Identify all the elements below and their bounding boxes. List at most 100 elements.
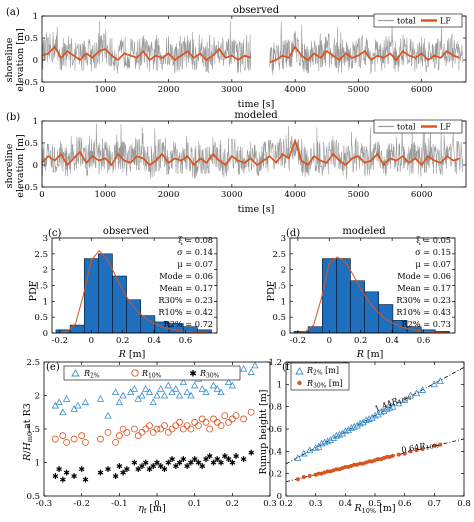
panel-e-r2-point-21 xyxy=(160,391,169,399)
panel-f-r2-point-9 xyxy=(329,434,338,441)
panel-d-xlabel: R [m] xyxy=(356,349,384,360)
panel-e-r10-point-35 xyxy=(217,422,225,430)
panel-e-r30-point-13: ✱ xyxy=(131,459,138,468)
panel-e-r30-point-8: ✱ xyxy=(105,465,112,474)
panel-f-xtick-label-5: 0.7 xyxy=(428,499,442,509)
panel-e-r2-point-24 xyxy=(172,384,180,392)
panel-f-legend-r30-marker xyxy=(297,380,302,386)
panel-b-label: (b) xyxy=(6,112,20,123)
panel-e-r30-point-3: ✱ xyxy=(63,469,70,478)
panel-b-axes-box xyxy=(41,120,467,188)
panel-c-ytick-label-5: 2.5 xyxy=(34,250,48,260)
panel-e-r30-point-41: ✱ xyxy=(240,455,247,464)
panel-a-legend-box xyxy=(373,13,463,28)
panel-e-r30-point-2: ✱ xyxy=(59,475,66,484)
panel-e-r2-point-16 xyxy=(142,384,150,392)
panel-f-r2-point-12 xyxy=(338,429,347,437)
panel-c-label: (c) xyxy=(48,228,62,239)
panel-f-r2-point-34 xyxy=(418,386,427,393)
panel-f-ytick-label-5: 1 xyxy=(277,380,282,390)
panel-e-r10-point-1 xyxy=(59,432,67,440)
panel-c-bar-6 xyxy=(140,315,156,334)
panel-e-r10-point-21 xyxy=(164,428,172,436)
panel-f-r30-point-16 xyxy=(352,462,357,467)
panel-e-r2-point-28 xyxy=(187,391,195,399)
panel-e-r10-point-32 xyxy=(206,425,214,433)
panel-e-legend-r10-marker xyxy=(131,369,139,377)
panel-f-r2-point-1 xyxy=(300,449,308,457)
panel-b-ytick-label-3: 1 xyxy=(33,117,38,127)
panel-f-r2-point-10 xyxy=(332,431,341,439)
panel-e-r30-point-23: ✱ xyxy=(169,455,176,464)
panel-e-r10-point-34 xyxy=(213,418,221,426)
panel-d-stats: ξ = 0.05 σ = 0.15 μ = 0.07 Mode = 0.06 M… xyxy=(396,235,451,329)
panel-e-r2-point-36 xyxy=(217,388,225,396)
panel-e-r30-point-22: ✱ xyxy=(165,459,172,468)
panel-f-r30-point-10 xyxy=(334,467,339,472)
panel-e-r10-point-3 xyxy=(70,435,78,443)
panel-e-r30-point-31: ✱ xyxy=(199,462,206,471)
panel-f-r30-point-7 xyxy=(325,469,330,474)
panel-e-r30-point-27: ✱ xyxy=(184,462,191,471)
panel-e-r30-point-11: ✱ xyxy=(120,469,127,478)
panel-e-r10-point-29 xyxy=(195,422,202,430)
panel-b-xtick-label-0: 0 xyxy=(39,190,44,200)
panel-e-r30-point-18: ✱ xyxy=(150,462,157,471)
panel-e-r30-point-21: ✱ xyxy=(161,465,168,474)
panel-f-xtick-label-0: 0.2 xyxy=(279,499,293,509)
panel-a-ylabel: shoreline elevation [m] xyxy=(4,28,26,91)
panel-c-stat-r10: R10% = 0.42 xyxy=(158,307,213,317)
panel-e-r10-point-36 xyxy=(221,412,229,420)
panel-c-ytick-label-1: 0.5 xyxy=(34,313,48,323)
panel-e-r2-point-41 xyxy=(239,364,248,372)
panel-f-r30-point-30 xyxy=(396,452,401,457)
panel-a-ylabel-line2: elevation [m] xyxy=(15,28,26,91)
panel-e-legend-r30: R30% xyxy=(199,369,220,380)
panel-c-plot: -0.2 0 0.2 0.4 0.6 0 0.5 1 1.5 2 2.5 3 xyxy=(34,234,218,346)
panel-e-r10-point-40 xyxy=(240,415,248,423)
panel-f-legend-r2-marker xyxy=(295,367,304,375)
panel-a-xtick-label-2: 2000 xyxy=(158,85,180,95)
panel-f-r2-point-6 xyxy=(320,438,329,446)
panel-e-r10-point-31 xyxy=(202,418,210,426)
panel-c-stat-r30: R30% = 0.23 xyxy=(158,295,213,305)
panel-f-r2-point-5 xyxy=(317,439,326,447)
panel-c-title: observed xyxy=(103,226,150,237)
panel-e-r10-point-28 xyxy=(191,418,199,426)
panel-c-xtick-label-4: 0.6 xyxy=(179,336,193,346)
panel-b-total-line-0 xyxy=(41,122,463,179)
panel-a-total-line-1 xyxy=(269,21,463,76)
panel-d-ytick-label-3: 1.5 xyxy=(272,282,286,292)
panel-e-r10-point-6 xyxy=(97,435,104,443)
panel-e-ytick-label-0: 0.5 xyxy=(26,492,40,502)
panel-f-r2-point-25 xyxy=(377,408,385,416)
panel-e-r10-point-39 xyxy=(232,412,240,420)
panel-e-r30-point-39: ✱ xyxy=(229,459,236,468)
panel-f-r30-point-29 xyxy=(390,453,395,458)
panel-e-xtick-label-1: -0.2 xyxy=(73,499,89,509)
panel-c-stat-mode: Mode = 0.06 xyxy=(159,271,213,281)
panel-f-r30-point-33 xyxy=(414,448,419,453)
panel-e-r2-point-11 xyxy=(119,391,127,399)
panel-e-r2-point-42 xyxy=(247,368,255,375)
panel-f-xtick-label-1: 0.3 xyxy=(309,499,323,509)
panel-e-legend-r30-marker: ✱ xyxy=(189,370,197,380)
panel-b-ylabel-line2: elevation [m] xyxy=(15,134,26,197)
panel-e-r10-point-13 xyxy=(134,432,142,440)
panel-d-ytick-label-6: 3 xyxy=(281,234,286,244)
panel-e-xtick-label-2: -0.1 xyxy=(111,499,127,509)
panel-f-r30-point-0 xyxy=(295,477,300,482)
panel-e-r30-point-30: ✱ xyxy=(195,459,202,468)
panel-e-r2-point-0 xyxy=(51,401,59,409)
panel-e-r30-point-42: ✱ xyxy=(248,448,255,457)
panel-a-xtick-label-3: 3000 xyxy=(221,85,243,95)
panel-e-r2-point-26 xyxy=(179,378,188,385)
panel-e-r2-point-15 xyxy=(138,391,146,399)
panel-e-r10-point-4 xyxy=(78,432,86,440)
panel-e-r2-point-5 xyxy=(74,401,82,409)
panel-b-ytick-label-1: 0 xyxy=(33,161,38,171)
panel-b-xtick-label-3: 3000 xyxy=(221,190,243,200)
panel-d-ylabel: PDF xyxy=(266,280,277,301)
panel-f-r2-point-3 xyxy=(311,444,320,451)
panel-f-annotation-r30fit: 0.64R10% xyxy=(400,438,440,457)
